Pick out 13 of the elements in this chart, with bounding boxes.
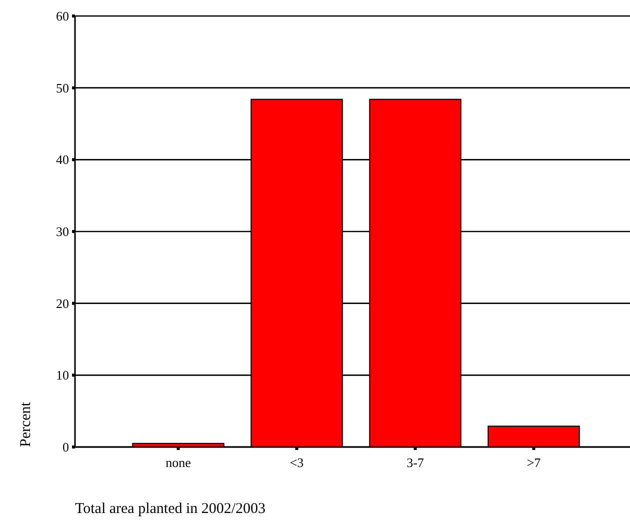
y-tick-label: 50 [56,80,69,96]
y-tick-label: 40 [56,152,69,168]
y-tick-label: 30 [56,224,69,240]
x-tick-label: none [166,455,192,470]
x-axis-title: Total area planted in 2002/2003 [75,501,266,517]
x-tick-label: <3 [290,455,304,470]
y-tick-label: 0 [62,440,69,455]
y-tick-label: 10 [56,368,69,383]
y-axis-title: Percent [18,401,34,447]
x-tick-label: >7 [526,455,542,470]
y-tick-label: 20 [56,296,69,311]
y-tick-label: 60 [56,8,69,24]
x-tick-label: 3-7 [406,455,424,470]
